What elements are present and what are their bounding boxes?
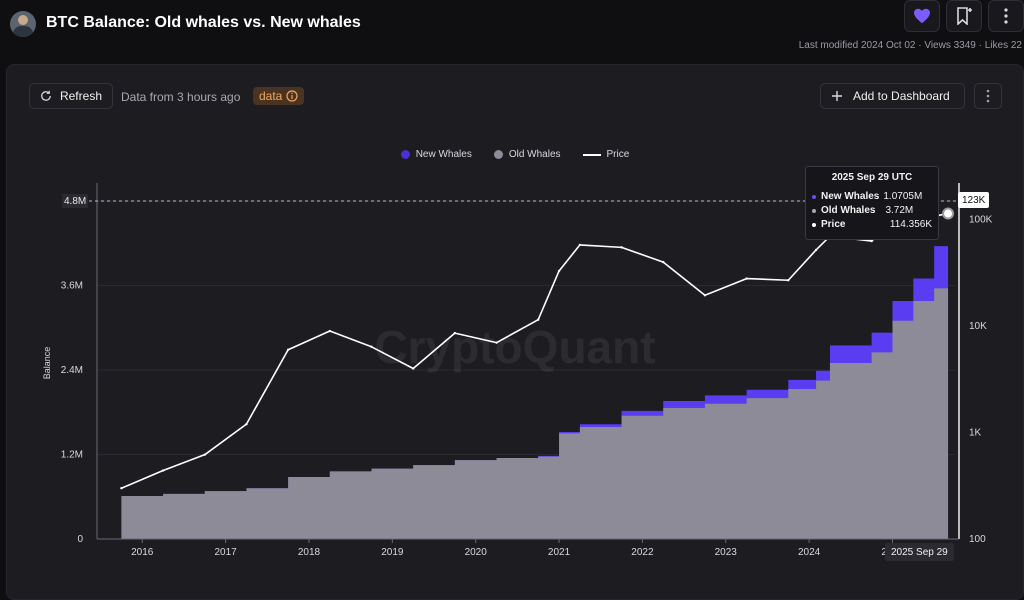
price-point bbox=[537, 318, 540, 321]
price-point bbox=[495, 341, 498, 344]
crosshair-balance-flag: 4.8M bbox=[62, 194, 89, 208]
x-tick-label: 2017 bbox=[214, 547, 237, 558]
data-updated-text: Data from 3 hours ago bbox=[121, 90, 241, 104]
price-point bbox=[370, 345, 373, 348]
y-left-tick-label: 1.2M bbox=[61, 450, 83, 461]
tooltip-row-old-whales: Old Whales 3.72M bbox=[812, 205, 932, 216]
x-tick-label: 2023 bbox=[715, 547, 738, 558]
heart-icon bbox=[914, 8, 930, 24]
info-icon bbox=[286, 90, 298, 102]
crosshair-date-flag: 2025 Sep 29 bbox=[885, 543, 954, 561]
data-badge-label: data bbox=[259, 89, 283, 103]
watermark: CryptoQuant bbox=[374, 321, 655, 373]
tooltip-value: 114.356K bbox=[889, 219, 932, 230]
page-meta: Last modified 2024 Oct 02 · Views 3349 ·… bbox=[798, 40, 1022, 51]
price-point bbox=[703, 294, 707, 297]
add-to-dashboard-button[interactable]: Add to Dashboard bbox=[820, 83, 965, 109]
x-tick-label: 2022 bbox=[631, 547, 654, 558]
price-point bbox=[328, 329, 332, 333]
price-point bbox=[557, 269, 561, 273]
price-point bbox=[245, 422, 248, 426]
panel-more-button[interactable] bbox=[974, 83, 1002, 109]
y-right-tick-label: 100 bbox=[969, 534, 986, 545]
vertical-dots-icon bbox=[986, 89, 990, 103]
legend-item-old-whales[interactable]: Old Whales bbox=[493, 149, 561, 160]
bookmark-button[interactable] bbox=[946, 0, 982, 32]
y-right-tick-label: 100K bbox=[969, 215, 993, 226]
price-point bbox=[745, 277, 748, 280]
price-point bbox=[120, 487, 123, 490]
price-point bbox=[578, 243, 582, 247]
axes: 01.2M2.4M3.6M41001K10K100K20162017201820… bbox=[61, 183, 993, 558]
tooltip-row-new-whales: New Whales 1.0705M bbox=[812, 191, 932, 202]
price-point bbox=[787, 279, 790, 282]
series-area-old-whales bbox=[121, 277, 949, 539]
y-right-tick-label: 10K bbox=[969, 321, 987, 332]
y-right-tick-label: 1K bbox=[969, 428, 982, 439]
y-left-tick-label: 3.6M bbox=[61, 281, 83, 292]
chart-legend: New Whales Old Whales Price bbox=[7, 149, 1023, 160]
price-point bbox=[203, 453, 206, 456]
price-point bbox=[620, 246, 623, 249]
y-left-tick-label: 0 bbox=[77, 534, 83, 545]
like-button[interactable] bbox=[904, 0, 940, 32]
more-options-button[interactable] bbox=[988, 0, 1024, 32]
page-title: BTC Balance: Old whales vs. New whales bbox=[46, 14, 361, 31]
tooltip-value: 1.0705M bbox=[883, 191, 923, 202]
legend-label-old-whales: Old Whales bbox=[508, 149, 561, 160]
x-tick-label: 2021 bbox=[548, 547, 571, 558]
legend-swatch-new-whales bbox=[400, 150, 410, 159]
x-tick-label: 2020 bbox=[465, 547, 488, 558]
refresh-icon bbox=[41, 90, 51, 101]
x-tick-label: 2024 bbox=[798, 547, 821, 558]
y-left-tick-label: 2.4M bbox=[61, 365, 83, 376]
price-point bbox=[662, 260, 665, 264]
bookmark-plus-icon bbox=[957, 7, 972, 25]
price-point bbox=[870, 239, 873, 243]
plus-icon bbox=[832, 91, 842, 101]
legend-item-price[interactable]: Price bbox=[582, 149, 630, 160]
legend-label-price: Price bbox=[606, 149, 630, 160]
tooltip-label: Price bbox=[821, 219, 846, 230]
top-bar: BTC Balance: Old whales vs. New whales L… bbox=[0, 0, 1024, 58]
balance-chart[interactable]: CryptoQuant 01.2M2.4M3.6M41001K10K100K20… bbox=[7, 65, 1023, 599]
tooltip-date: 2025 Sep 29 UTC bbox=[831, 172, 913, 183]
area-series bbox=[121, 201, 949, 540]
price-point bbox=[286, 348, 290, 351]
legend-swatch-old-whales bbox=[493, 150, 503, 159]
price-point bbox=[411, 367, 415, 370]
tooltip-label: New Whales bbox=[821, 191, 880, 202]
price-point bbox=[453, 331, 457, 335]
refresh-label: Refresh bbox=[59, 89, 102, 103]
tooltip-row-price: Price 114.356K bbox=[812, 219, 932, 230]
price-point bbox=[161, 469, 165, 472]
refresh-button[interactable]: Refresh bbox=[29, 83, 113, 109]
x-tick-label: 2019 bbox=[381, 547, 404, 558]
legend-item-new-whales[interactable]: New Whales bbox=[400, 149, 472, 160]
price-point bbox=[814, 248, 818, 252]
chart-panel: Refresh Data from 3 hours ago data Add t… bbox=[6, 64, 1024, 600]
avatar[interactable] bbox=[10, 11, 36, 37]
add-to-dashboard-label: Add to Dashboard bbox=[853, 89, 950, 103]
y-axis-title: Balance bbox=[42, 347, 52, 380]
crosshair-price-flag: 123K bbox=[958, 192, 990, 208]
data-badge[interactable]: data bbox=[253, 87, 305, 105]
legend-swatch-price bbox=[582, 153, 601, 156]
x-tick-label: 2018 bbox=[298, 547, 321, 558]
tooltip-label: Old Whales bbox=[821, 205, 876, 216]
tooltip-value: 3.72M bbox=[885, 205, 914, 216]
vertical-dots-icon bbox=[1004, 8, 1008, 24]
x-tick-label: 2016 bbox=[131, 547, 154, 558]
crosshair-point-price bbox=[942, 207, 955, 220]
chart-tooltip: 2025 Sep 29 UTC New Whales 1.0705M Old W… bbox=[805, 166, 939, 240]
legend-label-new-whales: New Whales bbox=[415, 149, 472, 160]
